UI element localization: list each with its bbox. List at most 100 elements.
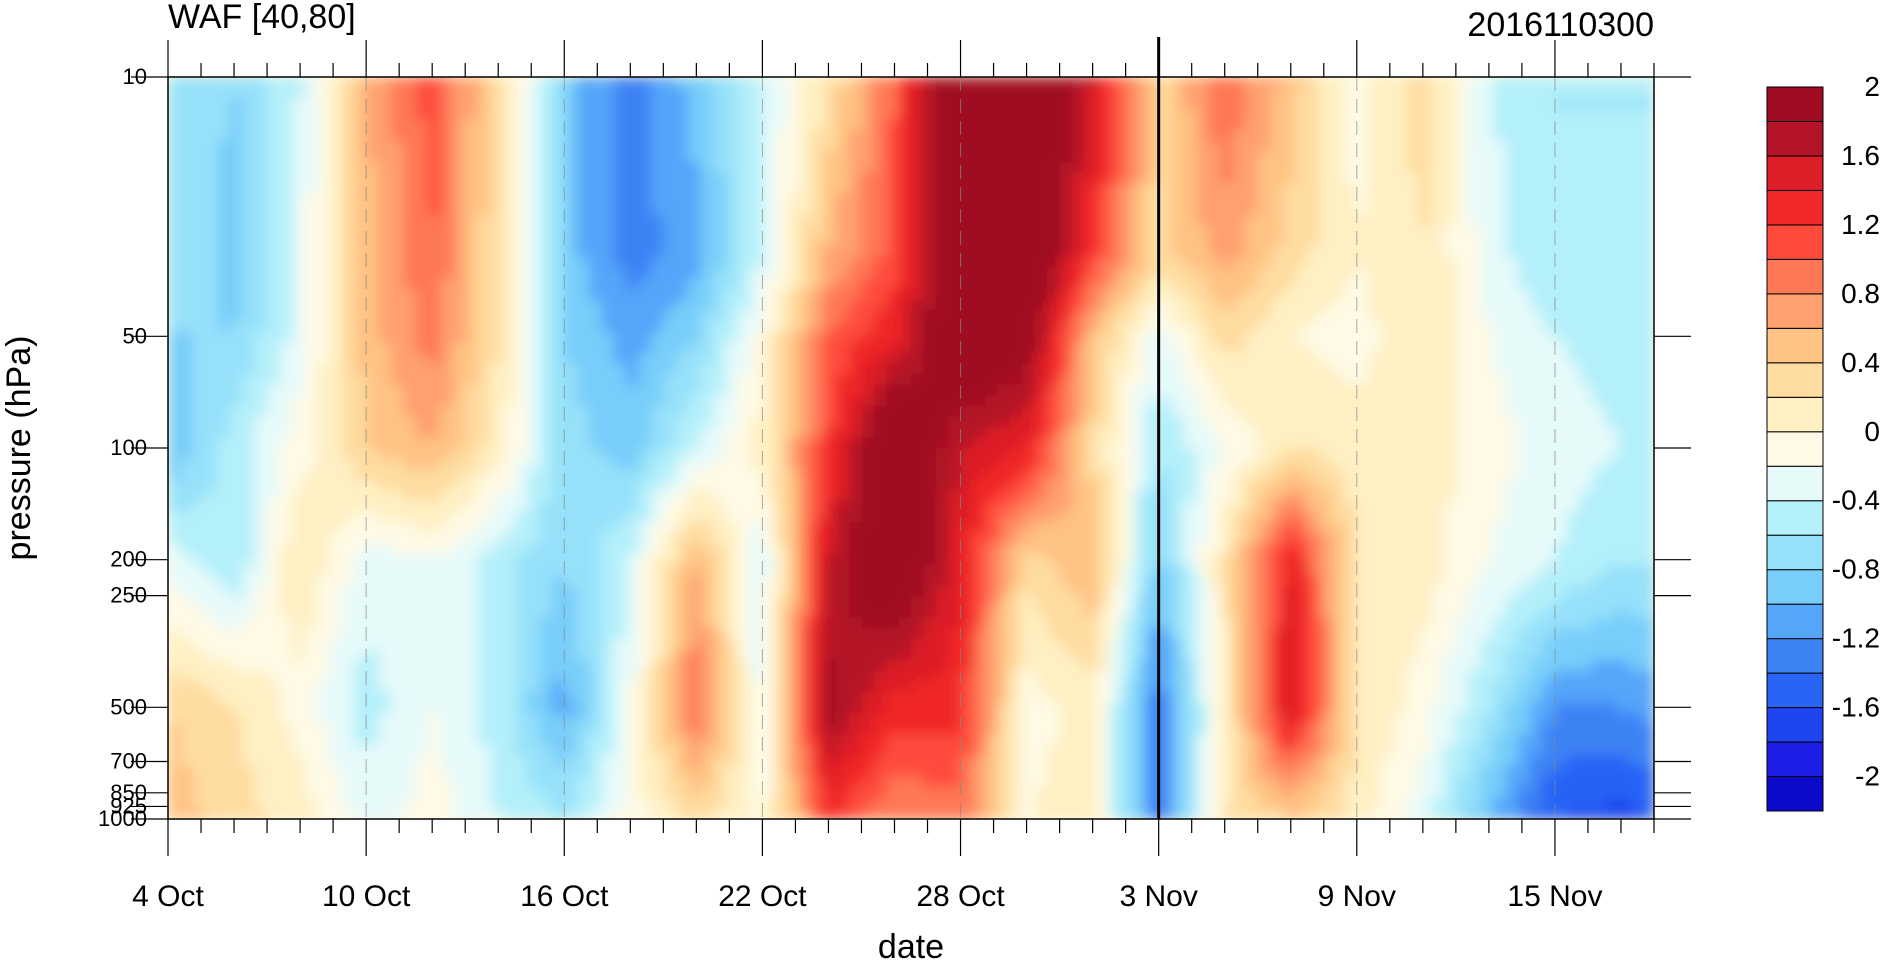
heatmap-cell <box>1641 363 1654 375</box>
heatmap-cell <box>217 183 231 195</box>
heatmap-cell <box>985 225 999 237</box>
heatmap-cell <box>1431 426 1445 439</box>
heatmap-cell <box>378 87 392 99</box>
heatmap-cell <box>1393 490 1408 502</box>
heatmap-cell <box>428 98 442 110</box>
heatmap-cell <box>502 448 516 460</box>
heatmap-cell <box>774 236 788 248</box>
heatmap-cell <box>1195 458 1209 470</box>
heatmap-cell <box>267 448 281 460</box>
heatmap-cell <box>1022 437 1036 449</box>
heatmap-cell <box>428 342 442 354</box>
heatmap-cell <box>1071 257 1086 269</box>
heatmap-cell <box>898 236 912 248</box>
heatmap-cell <box>799 405 813 417</box>
heatmap-cell <box>1443 119 1457 131</box>
heatmap-cell <box>1096 183 1110 195</box>
heatmap-cell <box>873 225 888 237</box>
heatmap-cell <box>1616 395 1631 407</box>
heatmap-cell <box>489 193 504 205</box>
heatmap-cell <box>997 140 1011 152</box>
heatmap-cell <box>1468 193 1482 205</box>
heatmap-cell <box>254 77 268 89</box>
heatmap-cell <box>217 469 231 481</box>
heatmap-cell <box>254 511 268 523</box>
heatmap-cell <box>1443 384 1457 396</box>
heatmap-cell <box>304 183 318 195</box>
heatmap-cell <box>1245 320 1259 333</box>
heatmap-cell <box>415 384 429 396</box>
heatmap-cell <box>539 108 553 121</box>
heatmap-cell <box>849 384 863 396</box>
heatmap-cell <box>328 246 343 258</box>
heatmap-cell <box>440 352 454 364</box>
heatmap-cell <box>1121 384 1135 396</box>
heatmap-cell <box>836 310 850 322</box>
heatmap-cell <box>489 130 504 142</box>
heatmap-cell <box>1381 278 1395 290</box>
heatmap-cell <box>1530 352 1544 364</box>
heatmap-cell <box>279 384 293 396</box>
heatmap-cell <box>1332 310 1346 322</box>
heatmap-cell <box>675 172 689 184</box>
heatmap-cell <box>1133 479 1148 492</box>
heatmap-cell <box>180 299 194 311</box>
heatmap-cell <box>972 87 987 99</box>
heatmap-cell <box>1505 352 1519 364</box>
heatmap-cell <box>1344 384 1358 396</box>
heatmap-cell <box>415 501 429 513</box>
heatmap-cell <box>1579 119 1593 131</box>
heatmap-cell <box>688 342 702 354</box>
heatmap-cell <box>180 395 194 407</box>
heatmap-cell <box>1356 331 1370 343</box>
heatmap-cell <box>1022 352 1036 364</box>
heatmap-cell <box>589 214 603 227</box>
heatmap-cell <box>750 363 764 375</box>
heatmap-cell <box>1530 278 1544 290</box>
heatmap-cell <box>1245 289 1259 301</box>
heatmap-cell <box>886 448 900 460</box>
heatmap-cell <box>725 448 739 460</box>
heatmap-cell <box>1096 236 1110 248</box>
heatmap-cell <box>861 395 875 407</box>
heatmap-cell <box>341 458 355 470</box>
heatmap-cell <box>527 161 541 174</box>
heatmap-cell <box>1616 342 1631 354</box>
heatmap-cell <box>1344 299 1358 311</box>
heatmap-cell <box>750 130 764 142</box>
heatmap-cell <box>477 490 491 502</box>
heatmap-cell <box>390 299 405 311</box>
heatmap-cell <box>1171 214 1185 227</box>
heatmap-cell <box>712 119 727 131</box>
heatmap-cell <box>1418 98 1432 110</box>
heatmap-cell <box>1356 225 1370 237</box>
heatmap-cell <box>688 77 702 89</box>
heatmap-cell <box>291 437 306 449</box>
heatmap-cell <box>440 331 454 343</box>
heatmap-cell <box>811 384 826 396</box>
heatmap-cell <box>1542 405 1556 417</box>
heatmap-cell <box>328 130 343 142</box>
heatmap-cell <box>551 479 566 492</box>
heatmap-cell <box>1381 77 1395 89</box>
heatmap-cell <box>1517 363 1531 375</box>
heatmap-cell <box>948 267 962 280</box>
heatmap-cell <box>267 384 281 396</box>
heatmap-cell <box>1059 172 1073 184</box>
heatmap-cell <box>737 479 751 492</box>
heatmap-cell <box>341 405 355 417</box>
heatmap-cell <box>1554 119 1569 131</box>
heatmap-cell <box>1332 236 1346 248</box>
heatmap-cell <box>1307 342 1321 354</box>
heatmap-cell <box>527 458 541 470</box>
heatmap-cell <box>1282 416 1296 428</box>
heatmap-cell <box>1641 384 1654 396</box>
heatmap-cell <box>242 310 256 322</box>
heatmap-cell <box>861 352 875 364</box>
heatmap-cell <box>267 458 281 470</box>
heatmap-cell <box>935 320 949 333</box>
heatmap-cell <box>168 310 182 322</box>
heatmap-cell <box>1047 469 1061 481</box>
heatmap-cell <box>242 98 256 110</box>
heatmap-cell <box>242 183 256 195</box>
